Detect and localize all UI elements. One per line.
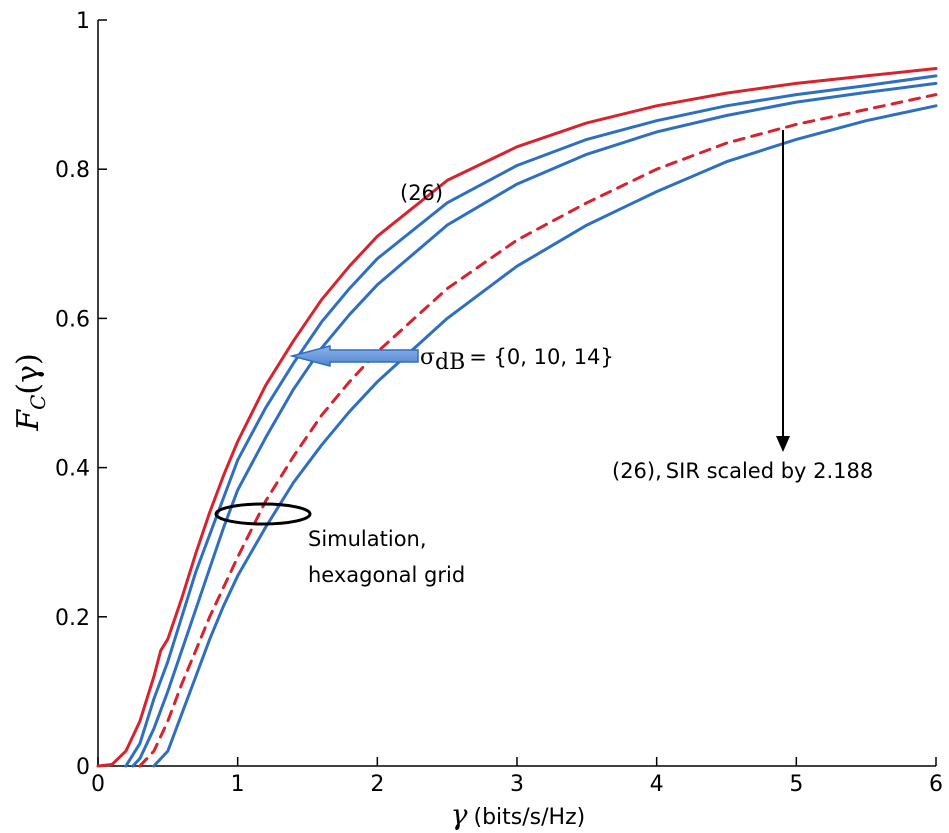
- axes: 0 1 2 3 4 5 6 0 0.2 0.4 0.6 0.8 1: [55, 9, 943, 797]
- x-tick-label: 4: [650, 772, 664, 797]
- x-tick-label: 1: [231, 772, 245, 797]
- x-axis-label: γ (bits/s/Hz): [451, 798, 585, 831]
- scaled-arrow-head: [776, 436, 790, 452]
- simulation-label-line1: Simulation,: [308, 527, 427, 551]
- y-tick-label: 0.2: [55, 606, 90, 631]
- scaled-label: (26), SIR scaled by 2.188: [612, 459, 873, 483]
- x-tick-label: 2: [370, 772, 384, 797]
- y-tick-label: 0.4: [55, 457, 90, 482]
- series-line-5: [138, 93, 938, 768]
- series-line-4: [152, 104, 938, 768]
- series-line-2: [124, 74, 938, 768]
- x-tick-label: 5: [789, 772, 803, 797]
- y-tick-label: 0.6: [55, 307, 90, 332]
- series-layer: [96, 67, 938, 768]
- series-line-1: [96, 67, 938, 768]
- label-26: (26): [400, 181, 443, 205]
- x-tick-label: 0: [91, 772, 105, 797]
- y-tick-label: 1: [76, 9, 90, 34]
- sigma-arrow: [289, 345, 419, 367]
- sigma-label: σdB = {0, 10, 14}: [420, 345, 614, 375]
- simulation-label-line2: hexagonal grid: [308, 563, 465, 587]
- series-line-3: [131, 81, 938, 768]
- y-axis-label: FC(γ): [11, 353, 50, 431]
- y-tick-label: 0.8: [55, 158, 90, 183]
- y-tick-label: 0: [76, 755, 90, 780]
- simulation-ellipse: [214, 502, 312, 526]
- x-tick-label: 6: [929, 772, 943, 797]
- x-tick-label: 3: [510, 772, 524, 797]
